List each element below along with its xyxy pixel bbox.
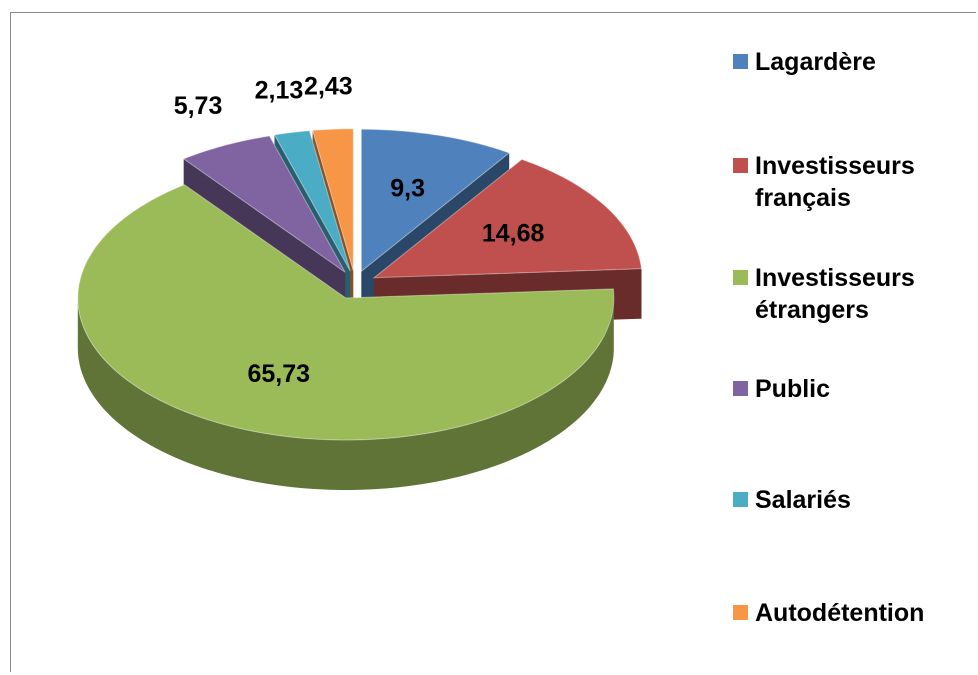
- data-label: 65,73: [248, 360, 311, 388]
- slice-top: [182, 135, 346, 273]
- legend-item: Investisseurs étrangers: [733, 262, 973, 326]
- legend-label: Investisseurs français: [755, 152, 915, 212]
- slice-top: [273, 130, 351, 272]
- slice-top: [360, 128, 511, 273]
- legend-swatch: [733, 54, 748, 69]
- legend-item: Lagardère: [733, 46, 973, 78]
- legend-swatch: [733, 158, 748, 173]
- data-label: 2,13: [255, 77, 304, 105]
- slice-side: [77, 298, 614, 490]
- legend-label: Salariés: [755, 486, 851, 514]
- legend-swatch: [733, 605, 748, 620]
- legend-item: Public: [733, 373, 973, 405]
- slice-top: [311, 128, 354, 271]
- legend-label: Lagardère: [755, 48, 876, 76]
- pie-slice: [77, 184, 615, 490]
- slice-top: [372, 158, 643, 279]
- legend-label: Autodétention: [755, 599, 925, 627]
- legend-label: Investisseurs étrangers: [755, 264, 915, 324]
- legend-swatch: [733, 381, 748, 396]
- legend-item: Investisseurs français: [733, 150, 973, 214]
- data-label: 14,68: [482, 220, 545, 248]
- slice-top: [77, 184, 615, 441]
- data-label: 9,3: [390, 174, 425, 202]
- data-label: 5,73: [174, 92, 223, 120]
- data-label: 2,43: [304, 73, 353, 101]
- chart-frame: [10, 12, 976, 672]
- legend-item: Autodétention: [733, 597, 973, 629]
- legend-item: Salariés: [733, 484, 973, 516]
- legend-swatch: [733, 492, 748, 507]
- legend-swatch: [733, 270, 748, 285]
- legend-label: Public: [755, 375, 831, 403]
